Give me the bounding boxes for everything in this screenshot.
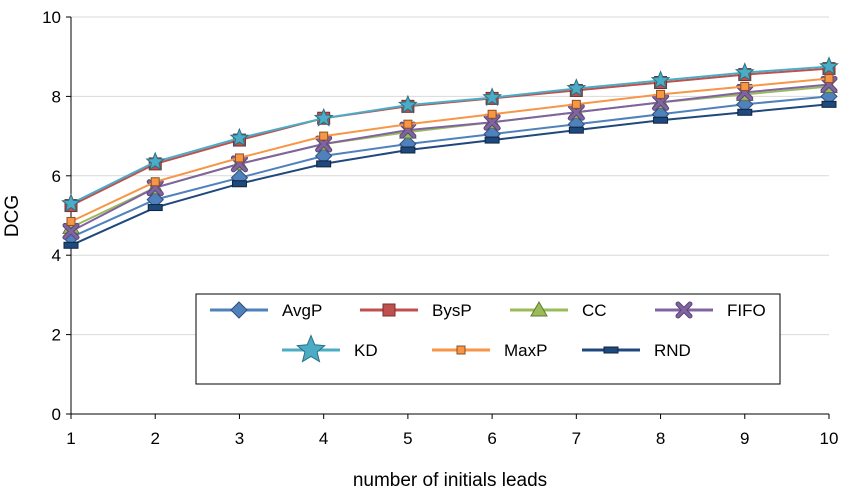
- y-tick-label: 2: [52, 326, 61, 345]
- legend-marker-fifo: [675, 301, 693, 319]
- legend-marker-avgp: [230, 301, 248, 319]
- legend-item-kd: KD: [282, 334, 378, 363]
- series-line-avgp: [70, 95, 830, 239]
- series-bysp: [64, 62, 836, 213]
- data-point-maxp: [656, 89, 666, 99]
- data-point-kd: [734, 62, 755, 81]
- legend-item-bysp: BysP: [360, 301, 472, 320]
- y-tick-label: 6: [52, 167, 61, 186]
- legend-marker-cc: [530, 300, 548, 317]
- data-point-rnd: [737, 108, 753, 116]
- data-point-rnd: [400, 146, 416, 154]
- data-point-rnd: [63, 241, 79, 249]
- x-tick-label: 3: [235, 429, 244, 448]
- grid-lines: [71, 16, 829, 336]
- legend-label: MaxP: [504, 341, 547, 360]
- y-tick-label: 8: [52, 87, 61, 106]
- legend-item-cc: CC: [510, 300, 607, 320]
- data-point-kd: [566, 78, 587, 97]
- x-tick-label: 4: [319, 429, 328, 448]
- data-point-kd: [398, 94, 418, 114]
- y-axis-title: DCG: [2, 195, 23, 237]
- legend: AvgP BysP CC FIFO KD MaxP RND: [195, 293, 781, 385]
- data-point-kd: [145, 151, 166, 171]
- data-point-maxp: [234, 153, 244, 163]
- data-point-kd: [61, 193, 81, 212]
- legend-marker-maxp: [456, 345, 466, 355]
- x-stroke: [676, 302, 692, 318]
- legend-label: RND: [654, 341, 691, 360]
- legend-item-maxp: MaxP: [432, 341, 547, 360]
- data-point-kd: [650, 70, 671, 89]
- legend-label: KD: [354, 341, 378, 360]
- series-kd: [61, 56, 839, 212]
- x-tick-label: 10: [820, 429, 839, 448]
- data-point-rnd: [147, 204, 163, 212]
- data-point-kd: [313, 107, 334, 127]
- data-point-maxp: [150, 177, 160, 187]
- series-group: [61, 56, 839, 249]
- data-point-rnd: [821, 100, 837, 108]
- data-point-maxp: [319, 131, 329, 141]
- data-point-maxp: [571, 99, 581, 109]
- data-point-fifo: [62, 222, 80, 240]
- series-line-kd: [70, 65, 830, 205]
- data-point-maxp: [403, 119, 413, 129]
- y-tick-label: 10: [42, 8, 61, 27]
- x-tick-label: 2: [150, 429, 159, 448]
- series-line-rnd: [70, 103, 830, 247]
- data-point-kd: [229, 127, 250, 147]
- data-point-kd: [482, 87, 502, 106]
- x-stroke: [63, 223, 79, 239]
- series-avgp: [62, 87, 838, 247]
- x-tick-label: 8: [656, 429, 665, 448]
- legend-marker-kd: [296, 334, 326, 363]
- y-tick-label: 4: [52, 246, 61, 265]
- legend-label: AvgP: [282, 301, 322, 320]
- series-line-fifo: [70, 83, 830, 233]
- data-point-maxp: [66, 216, 76, 226]
- data-point-rnd: [484, 136, 500, 144]
- data-point-kd: [819, 56, 839, 75]
- x-tick-label: 9: [740, 429, 749, 448]
- series-rnd: [63, 100, 837, 249]
- legend-item-avgp: AvgP: [210, 301, 322, 320]
- legend-label: BysP: [432, 301, 472, 320]
- legend-label: CC: [582, 301, 607, 320]
- series-line-maxp: [70, 77, 830, 223]
- data-point-maxp: [487, 109, 497, 119]
- data-point-maxp: [740, 81, 750, 91]
- x-tick-label: 6: [487, 429, 496, 448]
- x-tick-label: 1: [66, 429, 75, 448]
- data-point-rnd: [316, 160, 332, 168]
- legend-marker-bysp: [382, 303, 396, 317]
- legend-marker-rnd: [603, 346, 619, 354]
- data-point-maxp: [824, 74, 834, 84]
- legend-item-fifo: FIFO: [655, 301, 766, 320]
- data-point-rnd: [231, 180, 247, 188]
- x-tick-label: 7: [572, 429, 581, 448]
- series-maxp: [66, 74, 834, 226]
- legend-label: FIFO: [727, 301, 766, 320]
- x-tick-label: 5: [403, 429, 412, 448]
- y-tick-label: 0: [52, 405, 61, 424]
- data-point-rnd: [653, 116, 669, 124]
- data-point-rnd: [568, 126, 584, 134]
- x-axis-title: number of initials leads: [353, 470, 547, 491]
- legend-item-rnd: RND: [582, 341, 691, 360]
